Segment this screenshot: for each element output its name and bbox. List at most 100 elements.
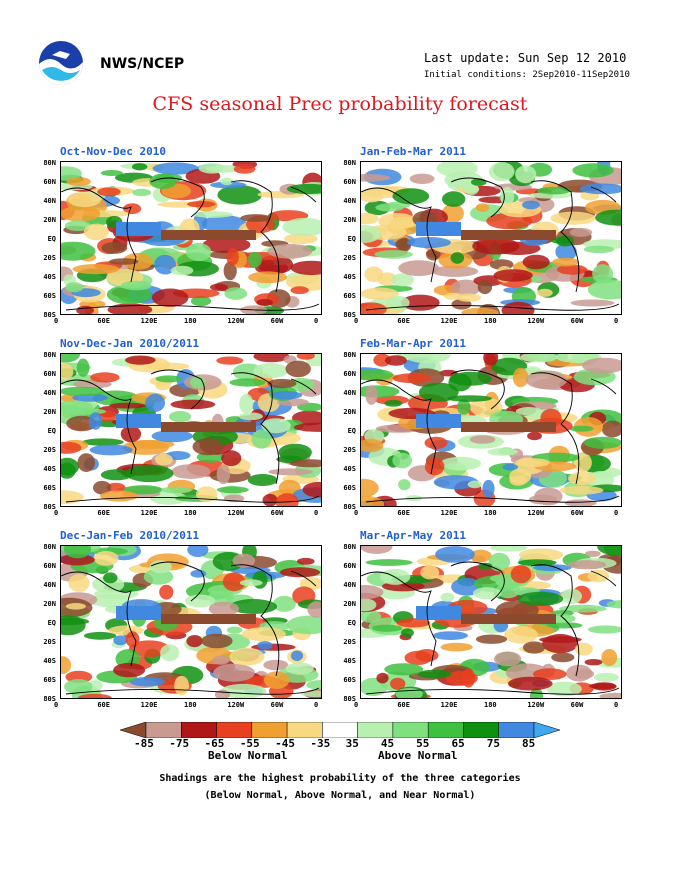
- lon-label: 60E: [97, 317, 110, 325]
- lon-label: 60W: [570, 317, 584, 325]
- map-shading: [61, 162, 321, 314]
- below-normal-label: Below Normal: [208, 749, 288, 762]
- lat-label: EQ: [47, 427, 56, 435]
- lat-label: 20S: [343, 638, 356, 646]
- map-shading: [61, 354, 321, 506]
- lat-label: 40S: [43, 465, 56, 473]
- panel-title: Oct-Nov-Dec 2010: [60, 145, 166, 158]
- lat-label: EQ: [347, 427, 356, 435]
- lon-label: 120W: [527, 317, 545, 325]
- lon-label: 0: [354, 701, 359, 709]
- lat-label: EQ: [347, 235, 356, 243]
- forecast-panel-3: Nov-Dec-Jan 2010/2011 80N 60N 40N 20N EQ 20S 4…: [43, 337, 360, 532]
- last-update: Last update: Sun Sep 12 2010: [424, 51, 627, 65]
- lon-label: 120W: [227, 317, 245, 325]
- lat-label: 60S: [43, 676, 56, 684]
- lat-label: 20N: [343, 408, 356, 416]
- lon-label: 0: [614, 509, 619, 517]
- lon-label: 0: [314, 509, 319, 517]
- legend-tick-label: 65: [451, 737, 465, 750]
- lon-label: 0: [354, 317, 359, 325]
- legend-tick-label: 35: [345, 737, 359, 750]
- forecast-panel-4: Feb-Mar-Apr 2011 80N 60N 40N 20N EQ 20S 40S 60S…: [343, 337, 660, 532]
- lat-label: 60S: [43, 484, 56, 492]
- legend-tick-label: 75: [486, 737, 500, 750]
- legend-swatch: [181, 721, 217, 739]
- lat-label: 20N: [343, 216, 356, 224]
- lat-label: 40S: [343, 657, 356, 665]
- forecast-panel-2: Jan-Feb-Mar 2011 80N 60N 40N 20N EQ 20S 40S 60S…: [343, 145, 660, 340]
- map-shading: [361, 546, 621, 698]
- panel-title: Feb-Mar-Apr 2011: [360, 337, 466, 350]
- lat-label: 40S: [343, 273, 356, 281]
- lat-label: 60N: [343, 178, 356, 186]
- lon-label: 60E: [97, 509, 110, 517]
- panel-title: Mar-Apr-May 2011: [360, 529, 466, 542]
- lat-label: 40N: [43, 389, 56, 397]
- lon-label: 120W: [227, 701, 245, 709]
- map-shading: [61, 546, 321, 698]
- legend-tick-label: -85: [134, 737, 154, 750]
- lat-label: 80S: [43, 695, 56, 703]
- lat-label: 20S: [343, 446, 356, 454]
- legend-swatch: [145, 721, 182, 739]
- lon-label: 120E: [440, 509, 458, 517]
- above-normal-label: Above Normal: [378, 749, 458, 762]
- lon-label: 60E: [397, 509, 410, 517]
- lon-label: 120W: [527, 701, 545, 709]
- forecast-map: [360, 161, 622, 315]
- forecast-map: [60, 353, 322, 507]
- legend-tick-label: 85: [522, 737, 536, 750]
- forecast-panel-1: Oct-Nov-Dec 2010 80N 60N 40N 20N EQ 20S 40S 60S…: [43, 145, 360, 340]
- lon-label: 0: [314, 317, 319, 325]
- legend-tick-label: -75: [169, 737, 190, 750]
- lon-label: 60W: [570, 701, 584, 709]
- lat-label: 60S: [343, 676, 356, 684]
- lat-label: 80S: [343, 503, 356, 511]
- shading-note: Shadings are the highest probability of …: [159, 773, 521, 784]
- lat-label: EQ: [47, 235, 56, 243]
- lat-label: 80N: [43, 159, 56, 167]
- lon-label: 0: [354, 509, 359, 517]
- lat-label: 20N: [43, 216, 56, 224]
- lat-label: 20N: [43, 408, 56, 416]
- legend-tick-label: -35: [310, 737, 331, 750]
- lon-label: 60E: [397, 701, 410, 709]
- legend-arrow-left: [119, 721, 147, 739]
- noaa-logo: [39, 41, 84, 86]
- lat-label: 80S: [43, 503, 56, 511]
- lat-label: EQ: [347, 619, 356, 627]
- initial-conditions: Initial conditions: 2Sep2010-11Sep2010: [424, 70, 630, 80]
- lon-label: 60W: [270, 317, 284, 325]
- lat-label: 60N: [43, 370, 56, 378]
- lon-label: 60W: [570, 509, 584, 517]
- lon-label: 120W: [527, 509, 545, 517]
- legend-tick-label: 45: [380, 737, 395, 750]
- forecast-panel-6: Mar-Apr-May 2011 80N 60N 40N 20N EQ 20S 40S 60S…: [343, 529, 660, 724]
- legend-swatch: [216, 721, 253, 739]
- lat-label: 60N: [43, 178, 56, 186]
- lon-label: 180: [484, 701, 497, 709]
- legend-swatch: [322, 721, 358, 739]
- lat-label: 20S: [343, 254, 356, 262]
- shading-categories-note: (Below Normal, Above Normal, and Near No…: [204, 790, 476, 801]
- legend-swatch: [498, 721, 535, 739]
- legend-tick-label: 55: [416, 737, 430, 750]
- lat-label: 40S: [43, 273, 56, 281]
- page-title: CFS seasonal Prec probability forecast: [152, 93, 528, 115]
- lon-label: 120E: [440, 317, 458, 325]
- lat-label: 40N: [343, 197, 356, 205]
- forecast-map: [360, 545, 622, 699]
- lat-label: 80S: [43, 311, 56, 319]
- lon-label: 180: [184, 509, 197, 517]
- lat-label: 20N: [343, 600, 356, 608]
- probability-legend: -85 -75 -65 -55 -45 -35 35 45 55 65 75 85: [119, 721, 561, 762]
- panel-title: Jan-Feb-Mar 2011: [360, 145, 466, 158]
- lon-label: 120E: [140, 317, 158, 325]
- lat-label: 80N: [343, 159, 356, 167]
- legend-swatch: [463, 721, 499, 739]
- lon-label: 0: [54, 701, 59, 709]
- legend-swatch: [427, 721, 464, 739]
- lat-label: 60S: [343, 292, 356, 300]
- lat-label: 80N: [43, 543, 56, 551]
